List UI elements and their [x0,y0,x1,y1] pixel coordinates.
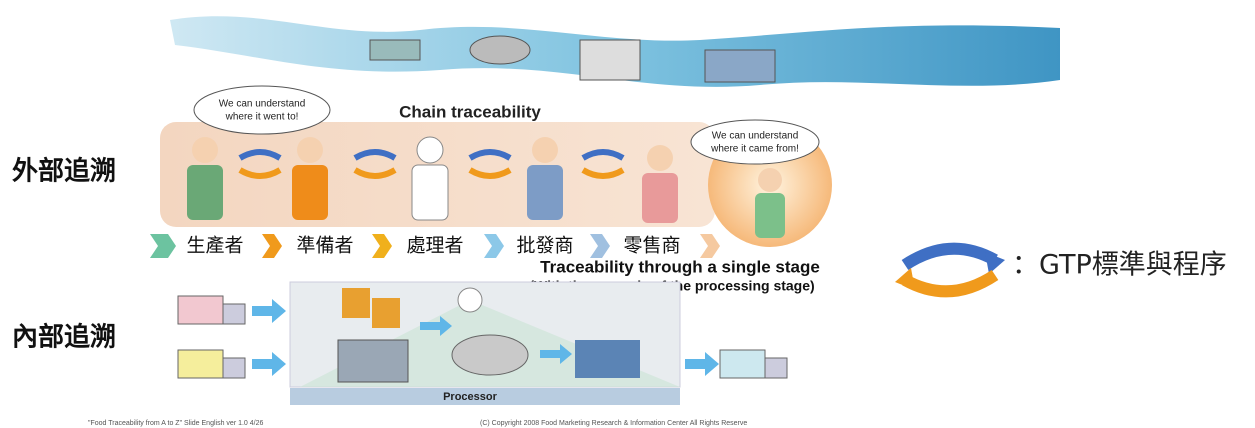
fish-box [338,340,408,382]
legend-text: ：GTP標準與程序 [1012,250,1227,281]
speech-bubble [691,120,819,164]
footer-copyright: (C) Copyright 2008 Food Marketing Resear… [480,420,747,427]
box-icon [580,40,640,80]
bubble-text: We can understand [219,99,306,110]
stage-label: 生產者 [186,235,243,257]
can-icon [342,288,370,318]
footer-source: "Food Traceability from A to Z" Slide En… [88,420,263,427]
legend-icon [895,249,1005,292]
section-label: 內部追溯 [12,322,116,353]
stage-label: 批發商 [516,235,573,257]
chain-title: Chain traceability [399,102,541,121]
bubble-text: where it came from! [710,144,799,155]
pot [452,335,528,375]
stage-label: 零售商 [623,235,680,257]
speech-bubble [194,86,330,134]
stage-label: 處理者 [406,235,463,257]
single-stage-title: Traceability through a single stage [540,257,820,276]
bubble-text: We can understand [712,131,799,142]
stage-label: 準備者 [296,235,353,257]
bubble-text: where it went to! [225,112,299,123]
cans-icon [705,50,775,82]
crate-icon [370,40,420,60]
processor-label: Processor [443,391,498,403]
consumer [755,193,785,238]
section-label: 外部追溯 [12,156,116,187]
slide: Chain traceability We can understand whe… [0,0,1255,428]
consumer [758,168,782,192]
worker [458,288,482,312]
can-icon [372,298,400,328]
pot-icon [470,36,530,64]
cans [575,340,640,378]
